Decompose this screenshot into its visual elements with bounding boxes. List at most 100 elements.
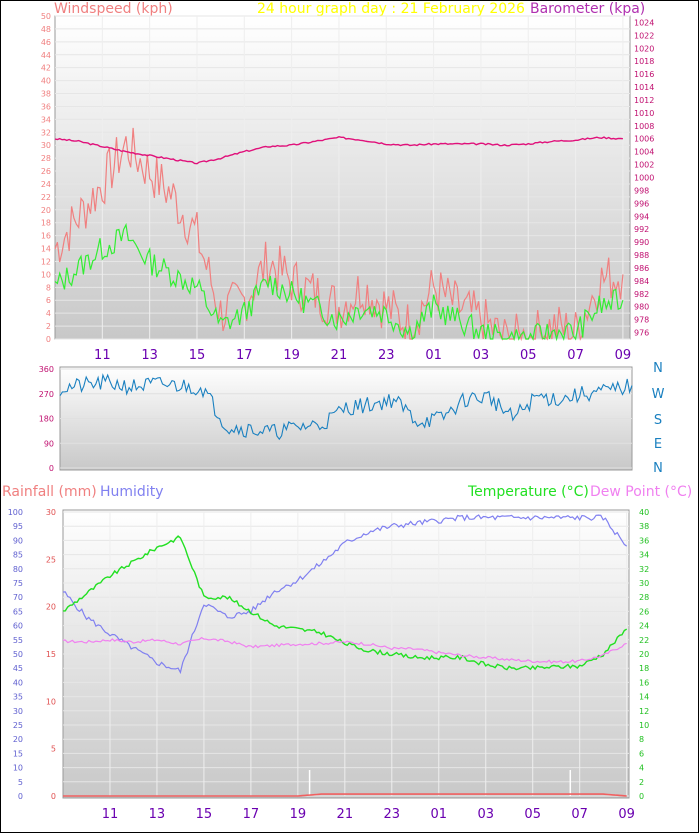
time-tick: 11: [102, 807, 119, 822]
barometer-label: Barometer (kpa): [530, 1, 645, 17]
temperature-label: Temperature (°C): [467, 484, 589, 500]
time-tick: 11: [94, 348, 111, 363]
time-tick: 07: [571, 807, 588, 822]
humidity-tick: 50: [13, 650, 23, 659]
humidity-tick: 95: [13, 522, 23, 531]
temperature-tick: 20: [639, 650, 649, 659]
rainfall-tick: 0: [51, 792, 56, 801]
barometer-tick: 986: [634, 264, 649, 273]
humidity-tick: 60: [13, 622, 23, 631]
temperature-tick: 8: [639, 735, 644, 744]
temperature-tick: 0: [639, 792, 644, 801]
temperature-tick: 40: [639, 508, 649, 517]
rainfall-label: Rainfall (mm): [2, 484, 97, 500]
rainfall-tick: 25: [46, 555, 56, 564]
temperature-tick: 38: [639, 522, 649, 531]
wind-time-axis: 11 13 15 17 19 21 23 01 03 05 07 09: [94, 348, 631, 363]
windspeed-tick: 4: [46, 309, 51, 318]
temperature-tick: 12: [639, 707, 649, 716]
direction-tick: 0: [49, 464, 54, 473]
windspeed-tick: 44: [41, 51, 51, 60]
compass-label: W: [652, 387, 665, 402]
temperature-tick: 16: [639, 678, 649, 687]
barometer-tick: 1018: [634, 57, 654, 66]
barometer-tick: 1022: [634, 31, 654, 40]
windspeed-tick: 0: [46, 335, 51, 344]
compass-label: N: [653, 461, 663, 476]
humidity-tick: 25: [13, 721, 23, 730]
rainfall-tick: 15: [46, 650, 56, 659]
temperature-tick: 4: [639, 764, 644, 773]
temperature-tick: 28: [639, 593, 649, 602]
temperature-tick: 6: [639, 749, 644, 758]
barometer-tick: 982: [634, 290, 649, 299]
chart-title: 24 hour graph day : 21 February 2026: [257, 1, 525, 17]
time-tick: 21: [331, 348, 348, 363]
humidity-tick: 100: [8, 508, 23, 517]
barometer-tick: 1016: [634, 70, 654, 79]
wind-average-line: [54, 222, 624, 342]
temperature-tick: 24: [639, 622, 649, 631]
rainfall-line: [63, 793, 627, 797]
time-tick: 17: [243, 807, 260, 822]
wind-series: [54, 127, 624, 342]
time-tick: 13: [149, 807, 166, 822]
barometer-line: [54, 135, 623, 165]
temperature-tick: 10: [639, 721, 649, 730]
windspeed-tick: 34: [41, 115, 51, 124]
time-tick: 23: [384, 807, 401, 822]
barometer-tick: 978: [634, 316, 649, 325]
time-tick: 19: [283, 348, 300, 363]
windspeed-label: Windspeed (kph): [54, 1, 173, 17]
windspeed-tick: 26: [41, 167, 51, 176]
barometer-tick: 1010: [634, 109, 654, 118]
windspeed-tick: 2: [46, 322, 51, 331]
direction-tick: 360: [39, 365, 54, 374]
windspeed-tick: 32: [41, 128, 51, 137]
time-tick: 15: [196, 807, 213, 822]
barometer-tick: 1008: [634, 122, 654, 131]
humidity-tick: 15: [13, 749, 23, 758]
humidity-tick: 65: [13, 607, 23, 616]
barometer-tick: 980: [634, 303, 649, 312]
barometer-axis: 976 978 980 982 984 986 988 990 992 994 996 998 1000…: [634, 18, 654, 337]
time-tick: 01: [425, 348, 442, 363]
humidity-line: [62, 514, 628, 675]
dewpoint-line: [63, 636, 627, 664]
barometer-tick: 976: [634, 329, 649, 338]
direction-tick: 270: [39, 390, 54, 399]
windspeed-tick: 12: [41, 257, 51, 266]
rainfall-tick: 10: [46, 697, 56, 706]
time-tick: 17: [236, 348, 253, 363]
barometer-tick: 990: [634, 238, 649, 247]
wind-plot-area: [54, 15, 631, 340]
time-tick: 23: [378, 348, 395, 363]
barometer-tick: 1004: [634, 148, 654, 157]
rainfall-tick: 20: [46, 603, 56, 612]
barometer-tick: 998: [634, 186, 649, 195]
windspeed-tick: 28: [41, 154, 51, 163]
barometer-tick: 992: [634, 225, 649, 234]
windspeed-tick: 16: [41, 232, 51, 241]
windspeed-tick: 42: [41, 64, 51, 73]
compass-label: E: [654, 437, 662, 452]
barometer-tick: 996: [634, 199, 649, 208]
humidity-axis: 0 5 10 15 20 25 30 35 40 45 50 55 60 65 70 75 80 85 90 95 10…: [8, 508, 23, 801]
temperature-tick: 26: [639, 607, 649, 616]
windspeed-tick: 6: [46, 296, 51, 305]
windspeed-tick: 14: [41, 245, 51, 254]
windspeed-tick: 30: [41, 141, 51, 150]
time-tick: 21: [337, 807, 354, 822]
temperature-line: [62, 535, 628, 671]
time-tick: 05: [520, 348, 537, 363]
dewpoint-label: Dew Point (°C): [590, 484, 692, 500]
barometer-tick: 1014: [634, 83, 654, 92]
barometer-tick: 1002: [634, 161, 654, 170]
barometer-tick: 1006: [634, 135, 654, 144]
time-tick: 09: [615, 348, 632, 363]
compass-label: N: [653, 361, 663, 376]
rainfall-tick: 5: [51, 745, 56, 754]
humidity-tick: 0: [18, 792, 23, 801]
